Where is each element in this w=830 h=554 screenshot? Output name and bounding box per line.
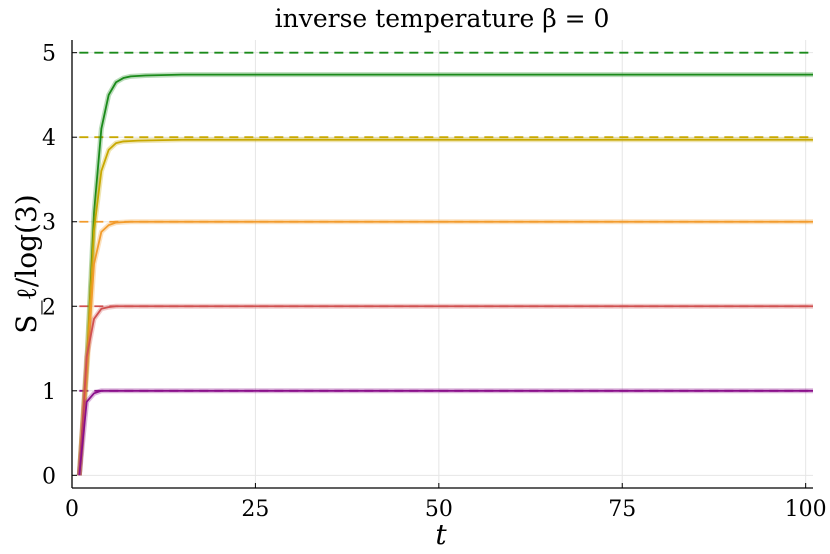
y-tick-label: 5 bbox=[42, 42, 56, 67]
series-band bbox=[76, 72, 813, 476]
x-tick-label: 75 bbox=[608, 497, 636, 522]
x-tick-label: 50 bbox=[425, 497, 453, 522]
series-line bbox=[78, 220, 813, 476]
x-tick-label: 25 bbox=[241, 497, 269, 522]
y-tick-label: 1 bbox=[42, 380, 56, 405]
y-axis-label: S_ℓ/log(3) bbox=[10, 194, 43, 333]
x-tick-label: 100 bbox=[785, 497, 827, 522]
y-tick-label: 3 bbox=[42, 211, 56, 236]
series-layer bbox=[76, 72, 813, 476]
series-line bbox=[78, 138, 813, 476]
tick-layer: 0 25 50 75 100 0 1 2 3 4 5 bbox=[42, 42, 827, 522]
axis-layer bbox=[71, 40, 813, 489]
x-tick-label: 0 bbox=[65, 497, 79, 522]
y-tick-label: 0 bbox=[42, 464, 56, 489]
y-tick-label: 2 bbox=[42, 295, 56, 320]
series-band bbox=[76, 388, 813, 476]
series-line bbox=[78, 305, 813, 476]
grid-layer bbox=[71, 40, 813, 488]
y-tick-label: 4 bbox=[42, 126, 56, 151]
series-band bbox=[76, 219, 813, 476]
series-line bbox=[78, 73, 813, 476]
chart-title: inverse temperature β = 0 bbox=[275, 4, 610, 33]
series-line bbox=[78, 389, 813, 476]
x-axis-label: t bbox=[435, 518, 447, 551]
